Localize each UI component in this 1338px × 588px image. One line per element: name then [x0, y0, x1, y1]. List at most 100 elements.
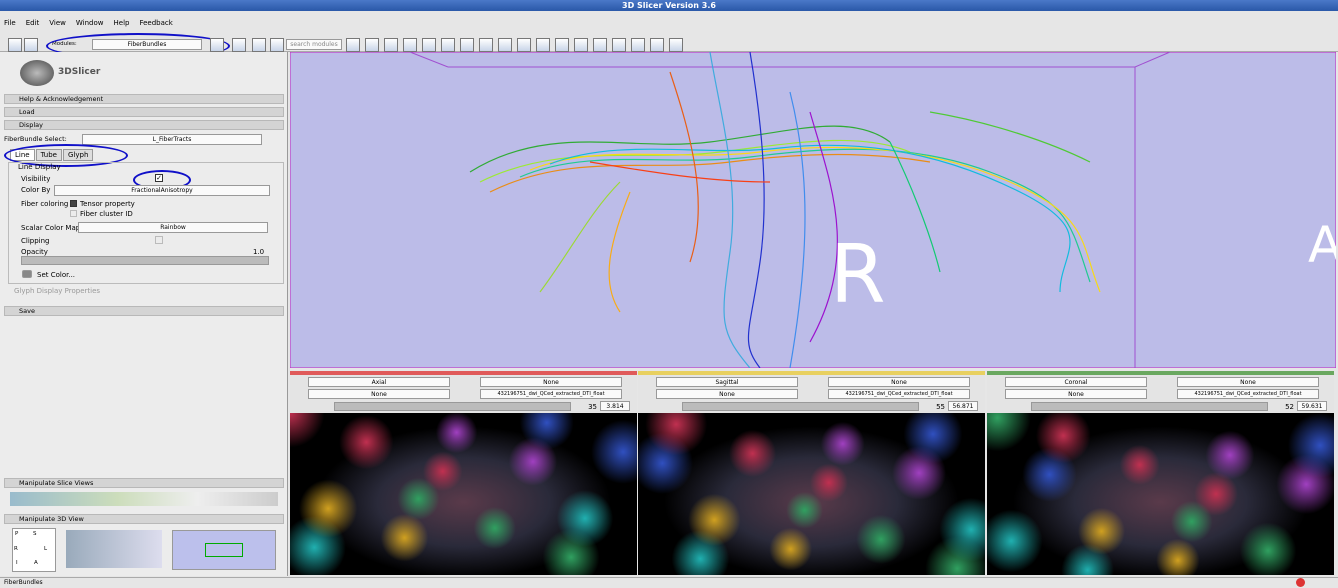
section-header[interactable]: Help & Acknowledgement — [4, 94, 284, 104]
section-header[interactable]: Load — [4, 107, 284, 117]
menu-item[interactable]: Edit — [25, 19, 40, 27]
menu-item[interactable]: View — [49, 19, 66, 27]
radio[interactable] — [70, 200, 77, 207]
toolbar-button[interactable] — [593, 38, 607, 52]
toolbar-button[interactable] — [669, 38, 683, 52]
slice-index: 35 — [588, 403, 597, 411]
toolbar-button[interactable] — [403, 38, 417, 52]
toolbar-button[interactable] — [441, 38, 455, 52]
toolbar-button[interactable] — [346, 38, 360, 52]
slice-slider[interactable] — [682, 402, 919, 411]
label: Clipping — [21, 237, 50, 245]
axis-letter: I — [16, 560, 18, 566]
color-by-select[interactable]: FractionalAnisotropy — [54, 185, 270, 196]
toolbar-button[interactable] — [574, 38, 588, 52]
toolbar-button[interactable] — [210, 38, 224, 52]
slice-color-bar — [638, 371, 985, 375]
section-header[interactable]: Save — [4, 306, 284, 316]
color-map-select[interactable]: Rainbow — [78, 222, 268, 233]
slice-view[interactable] — [638, 413, 985, 575]
toolbar-button[interactable] — [8, 38, 22, 52]
slice-view[interactable] — [987, 413, 1334, 575]
orientation-label: R — [830, 228, 886, 321]
orientation-select[interactable]: Axial — [308, 377, 450, 387]
opacity-slider[interactable] — [21, 256, 269, 265]
toolbar-button[interactable] — [612, 38, 626, 52]
opacity-value: 1.0 — [253, 248, 265, 256]
section-header[interactable]: Manipulate Slice Views — [4, 478, 284, 488]
fiber-bundle-select[interactable]: L_FiberTracts — [82, 134, 262, 145]
slice-view[interactable] — [290, 413, 637, 575]
status-bar — [0, 577, 1338, 588]
label-select[interactable]: None — [1005, 389, 1147, 399]
toolbar-button[interactable] — [479, 38, 493, 52]
toolbar-button[interactable] — [24, 38, 38, 52]
label-select[interactable]: None — [656, 389, 798, 399]
error-icon[interactable] — [1296, 578, 1305, 587]
label: FiberBundle Select: — [4, 135, 67, 143]
slice-offset[interactable]: 3.814 — [600, 401, 630, 411]
foreground-select[interactable]: None — [1177, 377, 1319, 387]
section-title: Save — [19, 307, 35, 315]
slice-offset[interactable]: 59.631 — [1297, 401, 1327, 411]
menu-item[interactable]: Window — [75, 19, 104, 27]
axis-letter: R — [14, 546, 18, 552]
set-color[interactable]: Set Color... — [37, 271, 76, 279]
slice-tools[interactable] — [10, 492, 278, 506]
slice-slider[interactable] — [334, 402, 571, 411]
label: Fiber coloring — [21, 200, 69, 208]
foreground-select[interactable]: None — [480, 377, 622, 387]
background-select[interactable]: 432196751_dwi_QCed_extracted_DTI_float — [1177, 389, 1319, 399]
toolbar-button[interactable] — [384, 38, 398, 52]
slice-index: 55 — [936, 403, 945, 411]
toolbar-button[interactable] — [270, 38, 284, 52]
label: Fiber cluster ID — [80, 210, 133, 218]
title-bar: 3D Slicer Version 3.6 — [0, 0, 1338, 11]
radio[interactable] — [70, 210, 77, 217]
menu-bar: File Edit View Window Help Feedback — [4, 19, 173, 31]
toolbar-button[interactable] — [422, 38, 436, 52]
menu-item[interactable]: Help — [113, 19, 130, 27]
slice-index: 52 — [1285, 403, 1294, 411]
orientation-label: A — [1308, 216, 1336, 274]
orientation-widget[interactable] — [12, 528, 56, 572]
slice-offset[interactable]: 56.871 — [948, 401, 978, 411]
section-header[interactable]: Display — [4, 120, 284, 130]
section-header[interactable]: Manipulate 3D View — [4, 514, 284, 524]
menu-item[interactable]: File — [4, 19, 16, 27]
search-modules[interactable]: search modules — [286, 39, 342, 50]
view-tools[interactable] — [66, 530, 162, 568]
background-select[interactable]: 432196751_dwi_QCed_extracted_DTI_float — [828, 389, 970, 399]
window-title: 3D Slicer Version 3.6 — [622, 1, 716, 10]
axis-letter: S — [33, 531, 37, 537]
toolbar-button[interactable] — [650, 38, 664, 52]
slice-slider[interactable] — [1031, 402, 1268, 411]
background-select[interactable]: 432196751_dwi_QCed_extracted_DTI_float — [480, 389, 622, 399]
toolbar-button[interactable] — [460, 38, 474, 52]
toolbar-button[interactable] — [517, 38, 531, 52]
foreground-select[interactable]: None — [828, 377, 970, 387]
toolbar-button[interactable] — [252, 38, 266, 52]
group-title: Line Display — [18, 163, 61, 171]
logo-icon — [20, 60, 54, 86]
toolbar-button[interactable] — [555, 38, 569, 52]
axis-letter: P — [15, 531, 19, 537]
orientation-select[interactable]: Sagittal — [656, 377, 798, 387]
3d-view[interactable]: R A — [290, 52, 1336, 368]
toolbar-button[interactable] — [631, 38, 645, 52]
color-swatch[interactable] — [22, 270, 32, 278]
label: Scalar Color Map — [21, 224, 81, 232]
status-text: FiberBundles — [4, 579, 43, 586]
clipping-checkbox[interactable] — [155, 236, 163, 244]
menu-item[interactable]: Feedback — [139, 19, 173, 27]
nav-view — [172, 530, 276, 570]
collapsed-group[interactable]: Glyph Display Properties — [14, 287, 101, 295]
logo-text: 3DSlicer — [58, 67, 101, 77]
toolbar-button[interactable] — [365, 38, 379, 52]
toolbar-button[interactable] — [536, 38, 550, 52]
orientation-select[interactable]: Coronal — [1005, 377, 1147, 387]
toolbar-button[interactable] — [232, 38, 246, 52]
toolbar-button[interactable] — [498, 38, 512, 52]
label-select[interactable]: None — [308, 389, 450, 399]
